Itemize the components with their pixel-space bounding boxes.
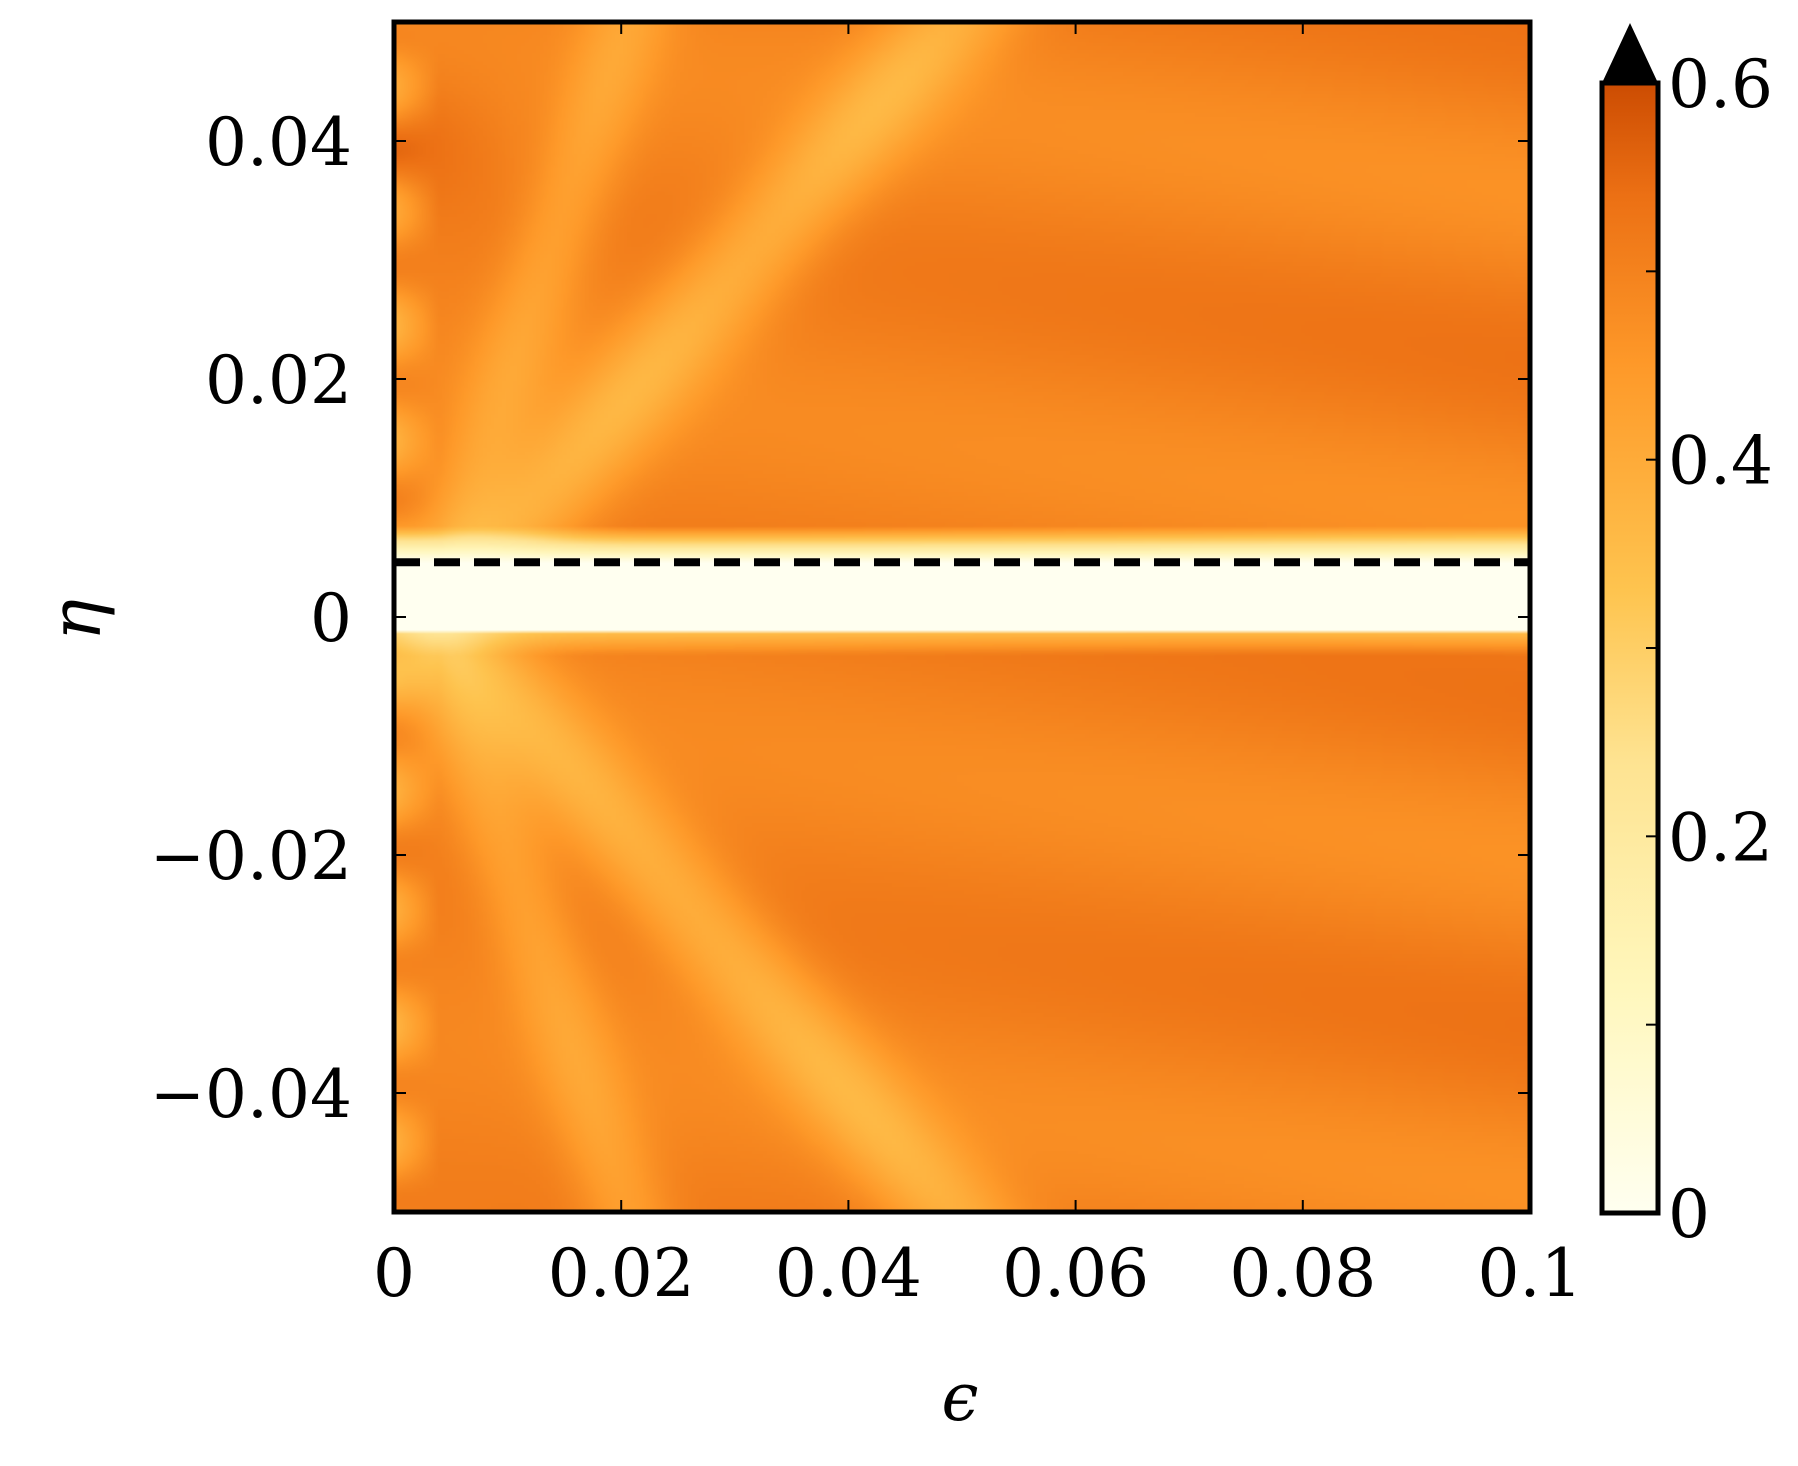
x-tick-label: 0.08 [1229, 1235, 1376, 1312]
x-tick-label: 0.1 [1478, 1235, 1583, 1312]
y-tick-label: 0.02 [205, 342, 352, 419]
colorbar-tick-label: 0 [1668, 1176, 1710, 1253]
y-tick-label: −0.02 [150, 818, 352, 895]
colorbar-extend-arrow [1602, 23, 1658, 83]
colorbar-tick-label: 0.6 [1668, 46, 1773, 123]
y-tick-label: 0 [310, 580, 352, 657]
y-tick-label: −0.04 [150, 1056, 352, 1133]
colorbar-tick-label: 0.4 [1668, 423, 1773, 500]
y-axis-label: η [35, 599, 117, 641]
y-tick-label: 0.04 [205, 104, 352, 181]
heatmap-layer [394, 22, 1530, 1212]
x-tick-label: 0 [373, 1235, 415, 1312]
heatmap-image [394, 22, 1530, 1212]
x-tick-label: 0.02 [548, 1235, 695, 1312]
x-tick-label: 0.06 [1002, 1235, 1149, 1312]
x-tick-label: 0.04 [775, 1235, 922, 1312]
x-axis-label: ϵ [942, 1359, 979, 1436]
colorbar-tick-label: 0.2 [1668, 799, 1773, 876]
